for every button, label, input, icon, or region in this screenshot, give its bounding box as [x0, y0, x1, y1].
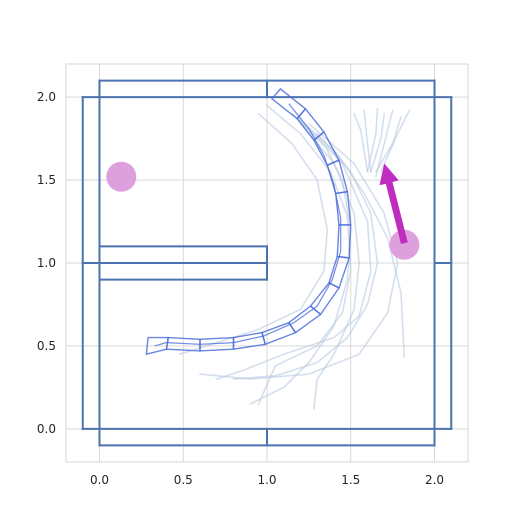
- robot-segment-13: [145, 336, 170, 356]
- y-tick-label-4: 2.0: [37, 90, 56, 104]
- trajectory-13: [380, 109, 411, 173]
- trajectory-4: [299, 121, 360, 410]
- x-tick-label-3: 1.5: [341, 473, 360, 487]
- x-tick-label-2: 1.0: [257, 473, 276, 487]
- trajectory-8: [370, 113, 385, 173]
- robot-spine: [154, 103, 342, 347]
- trajectory-0: [296, 116, 406, 359]
- trajectory-3: [249, 113, 352, 405]
- goal-marker-0: [106, 161, 137, 192]
- y-tick-label-3: 1.5: [37, 173, 56, 187]
- trajectory-14: [353, 113, 369, 173]
- y-tick-label-2: 1.0: [37, 256, 56, 270]
- trajectory-5: [257, 104, 352, 405]
- trajectory-11: [375, 109, 394, 178]
- x-tick-label-1: 0.5: [174, 473, 193, 487]
- trajectory-12: [366, 108, 379, 173]
- goal-marker-1: [389, 229, 420, 260]
- goal-markers: [106, 161, 420, 260]
- trajectory-7: [232, 132, 379, 380]
- x-tick-label-0: 0.0: [90, 473, 109, 487]
- heading-arrow: [379, 163, 408, 244]
- direction-arrow: [379, 163, 408, 244]
- x-axis-ticks: 0.0 0.5 1.0 1.5 2.0: [90, 473, 444, 487]
- y-tick-label-1: 0.5: [37, 339, 56, 353]
- robot-body: [145, 87, 352, 356]
- plot-frame: [65, 63, 469, 463]
- maze-walls: [81, 79, 453, 447]
- y-axis-ticks: 0.0 0.5 1.0 1.5 2.0: [37, 90, 56, 436]
- trajectory-1: [215, 119, 372, 380]
- y-tick-label-0: 0.0: [37, 422, 56, 436]
- x-tick-label-4: 2.0: [425, 473, 444, 487]
